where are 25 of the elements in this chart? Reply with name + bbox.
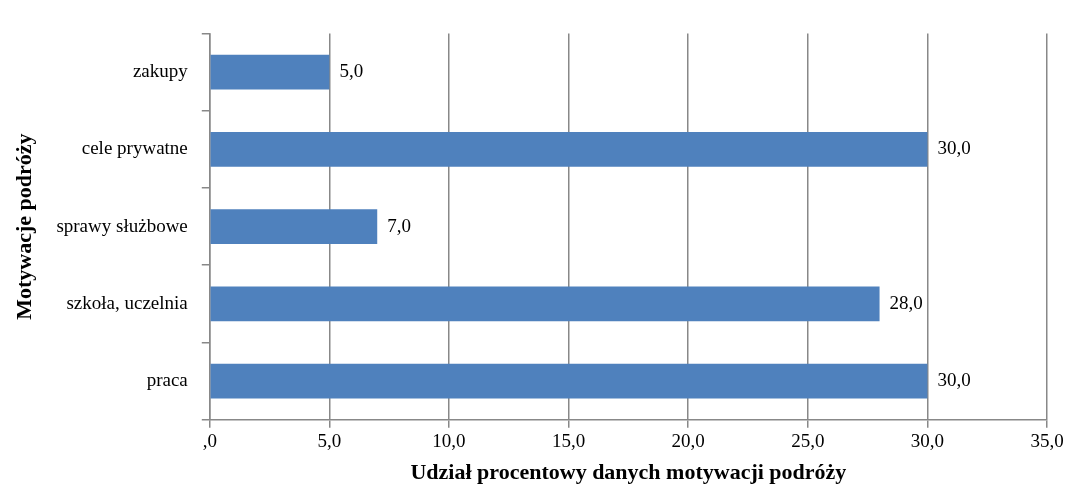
y-tick-label: szkoła, uczelnia (66, 291, 189, 313)
x-tick-label: 20,0 (671, 430, 705, 452)
data-label: 5,0 (339, 60, 364, 82)
x-tick-label: ,0 (202, 430, 217, 452)
y-tick-label: zakupy (132, 60, 189, 82)
x-tick-label: 35,0 (1030, 430, 1064, 452)
x-axis-title: Udział procentowy danych motywacji podróży (410, 459, 847, 485)
data-label: 7,0 (387, 214, 411, 236)
data-label: 28,0 (889, 291, 923, 313)
bar (210, 209, 378, 244)
bar (210, 54, 330, 90)
y-axis-title: Motywacje podróży (10, 133, 36, 320)
bar (210, 131, 928, 167)
bar (210, 363, 928, 399)
x-tick-label: 25,0 (791, 430, 825, 452)
y-tick-label: sprawy służbowe (56, 214, 188, 236)
x-tick-label: 10,0 (432, 430, 466, 452)
y-tick-label: praca (146, 369, 189, 391)
x-tick-label: 5,0 (317, 430, 342, 452)
bar (210, 286, 880, 322)
x-tick-label: 30,0 (910, 430, 945, 452)
x-tick-label: 15,0 (551, 430, 586, 452)
y-tick-label: cele prywatne (81, 137, 188, 159)
data-label: 30,0 (937, 137, 971, 159)
data-label: 30,0 (937, 369, 971, 391)
